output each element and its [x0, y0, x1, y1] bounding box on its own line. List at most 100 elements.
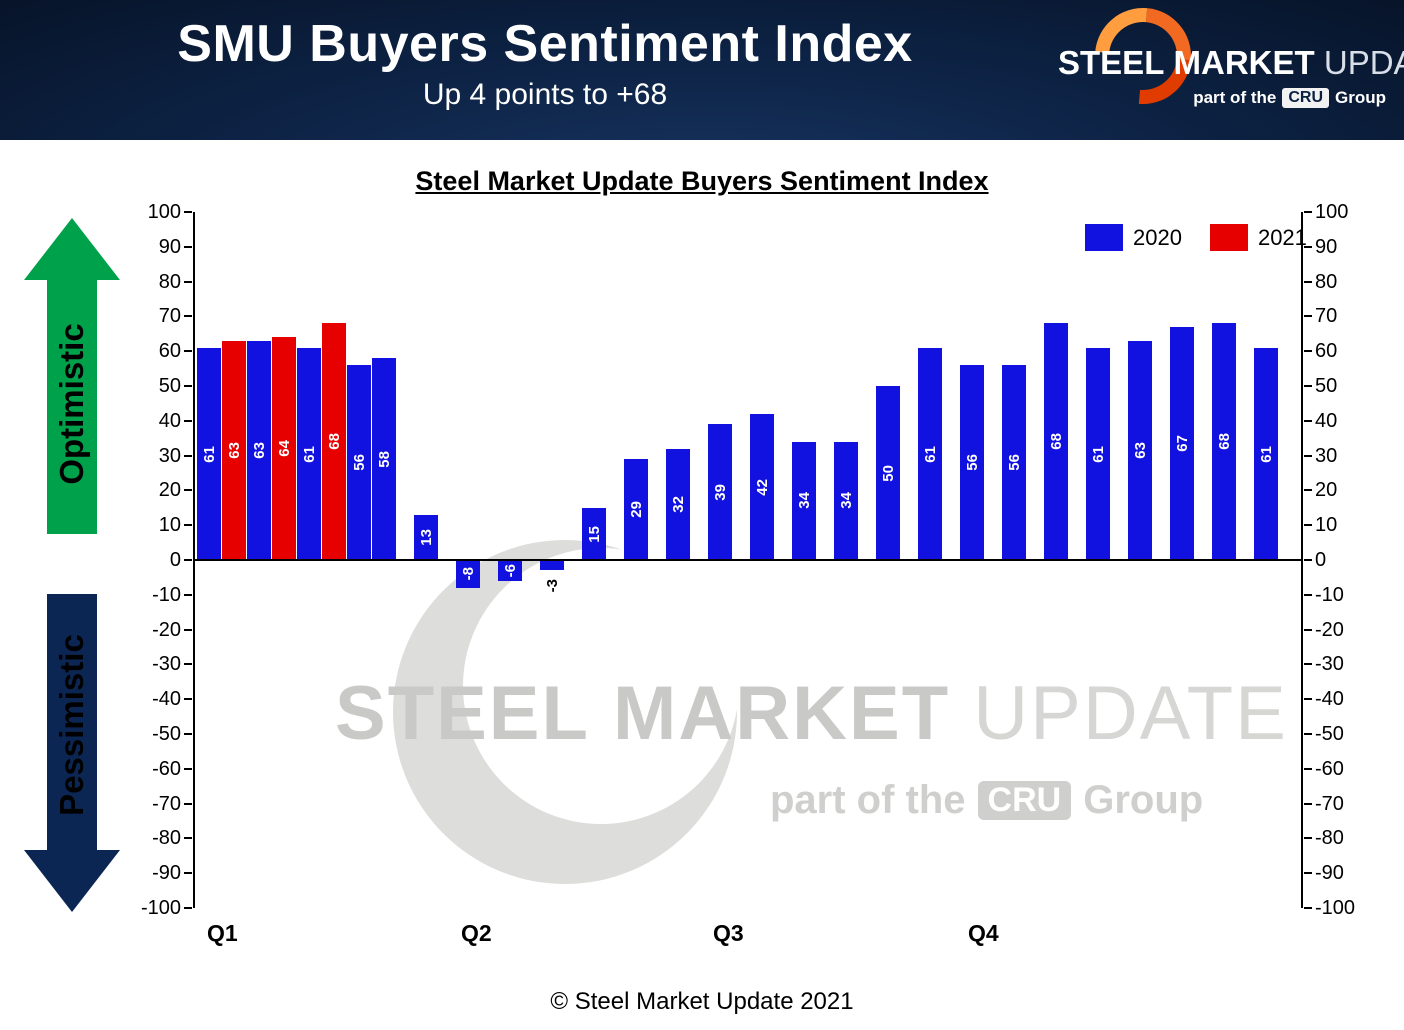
y-tick-mark — [1304, 733, 1312, 735]
y-tick-mark — [184, 802, 192, 805]
y-tick-label-left: -40 — [152, 688, 181, 711]
bar-2020 — [960, 365, 984, 560]
wm-update: UPDATE — [973, 671, 1288, 756]
page-title: SMU Buyers Sentiment Index — [177, 15, 913, 73]
y-tick-label-left: 40 — [158, 409, 181, 432]
header-titles: SMU Buyers Sentiment Index Up 4 points t… — [95, 6, 995, 112]
bar-value-label: 61 — [300, 445, 318, 463]
y-tick-mark — [1304, 837, 1312, 840]
bar-2020 — [792, 441, 816, 560]
smu-logo-wordmark: STEEL MARKET UPDATE — [1058, 44, 1404, 82]
y-tick-mark — [1304, 245, 1312, 248]
bar-value: 63 — [1128, 341, 1152, 560]
bar-2020 — [1212, 323, 1236, 560]
bar-value: 56 — [960, 365, 984, 560]
watermark-wordmark: STEEL MARKET UPDATE — [335, 670, 1288, 757]
logo-partof: part of the — [1193, 88, 1277, 107]
bar-value: 64 — [272, 337, 296, 560]
bar-value-label: -3 — [543, 578, 561, 593]
bar-value: 61 — [1254, 348, 1278, 560]
legend-swatch — [1085, 224, 1123, 251]
y-tick-label-right: -80 — [1315, 827, 1344, 850]
y-tick-mark — [184, 663, 192, 666]
y-tick-mark — [184, 767, 192, 770]
optimistic-arrow: Optimistic — [24, 218, 120, 534]
y-tick-mark — [1304, 315, 1312, 318]
bar-value: 56 — [1002, 365, 1026, 560]
y-tick-mark — [1304, 419, 1312, 422]
y-tick-label-right: -10 — [1315, 583, 1344, 606]
up-arrow-body — [47, 280, 97, 534]
bar-value-label: 56 — [963, 454, 981, 471]
y-tick-label-right: -50 — [1315, 723, 1344, 745]
wm-steel: STEEL — [335, 671, 590, 756]
y-tick-label-right: 100 — [1315, 201, 1349, 223]
y-tick-mark — [184, 593, 192, 596]
y-tick-label-left: -100 — [140, 897, 181, 919]
y-tick-mark — [184, 628, 192, 631]
bar-value: 50 — [876, 386, 900, 560]
legend-item-2020: 2020 — [1085, 224, 1182, 251]
wm-partof: part of the — [770, 778, 966, 822]
bar-2020 — [750, 413, 774, 560]
y-tick-label-left: -30 — [152, 653, 181, 676]
bar-2020 — [834, 441, 858, 560]
bar-2020 — [1170, 326, 1194, 560]
up-arrow-icon — [24, 218, 120, 280]
y-tick-mark — [1304, 698, 1312, 701]
y-tick-mark — [184, 280, 192, 283]
bar-value-label: 64 — [275, 440, 293, 457]
bar-value-label: 34 — [795, 492, 813, 510]
watermark-crescent-inner — [463, 548, 739, 824]
logo-group: Group — [1335, 88, 1386, 107]
pessimistic-label: Pessimistic — [53, 634, 90, 816]
y-tick-label-left: -20 — [152, 618, 181, 641]
y-tick-mark — [1304, 489, 1312, 492]
y-tick-label-left: -10 — [152, 583, 181, 606]
bar-2021 — [222, 340, 246, 560]
bar-value-label: 63 — [1131, 442, 1149, 459]
y-tick-label-left: -60 — [152, 757, 181, 780]
legend-swatch — [1209, 224, 1248, 251]
bar-value: 15 — [582, 508, 606, 560]
optimistic-label: Optimistic — [53, 323, 90, 485]
y-tick-mark — [1304, 802, 1312, 805]
bar-value-label: 61 — [921, 445, 939, 463]
y-tick-mark — [1304, 350, 1312, 353]
y-tick-mark — [184, 454, 192, 457]
y-tick-mark — [1304, 385, 1312, 387]
bar-2020 — [1044, 323, 1068, 560]
bar-value-label: 63 — [225, 442, 243, 459]
bar-2020 — [197, 347, 221, 560]
bar-value-label: 61 — [1089, 445, 1107, 463]
y-tick-label-right: 90 — [1315, 235, 1338, 258]
y-tick-mark — [184, 245, 192, 248]
down-arrow-icon — [24, 850, 120, 912]
bar-value-label: 56 — [1005, 454, 1023, 471]
bar-2020 — [876, 386, 900, 560]
y-tick-label-right: -70 — [1315, 792, 1344, 815]
bar-2020 — [1086, 347, 1110, 560]
y-tick-label-right: 40 — [1315, 409, 1338, 432]
bar-value-label: 42 — [753, 478, 771, 496]
y-tick-mark — [1304, 767, 1312, 770]
bar-2020 — [1254, 347, 1278, 560]
y-tick-mark — [184, 733, 192, 735]
y-tick-label-left: 50 — [158, 375, 181, 397]
legend-item-2021: 2021 — [1209, 224, 1307, 251]
logo-tagline: part of the CRU Group — [1193, 88, 1386, 108]
y-tick-label-right: -90 — [1315, 862, 1344, 885]
bar-value-label: 56 — [350, 454, 368, 471]
y-tick-mark — [184, 489, 192, 492]
down-arrow-body — [47, 594, 97, 850]
bar-value: 34 — [834, 442, 858, 560]
bar-value-label: 29 — [627, 501, 645, 518]
bar-value-label: 13 — [417, 529, 435, 546]
bar-value-label: 61 — [200, 445, 218, 463]
y-tick-label-right: -20 — [1315, 618, 1344, 641]
y-tick-label-left: -80 — [152, 827, 181, 850]
y-tick-label-left: -50 — [152, 723, 181, 745]
legend-label: 2021 — [1257, 224, 1307, 250]
y-tick-mark — [184, 559, 192, 561]
bar-value: 68 — [1044, 323, 1068, 560]
